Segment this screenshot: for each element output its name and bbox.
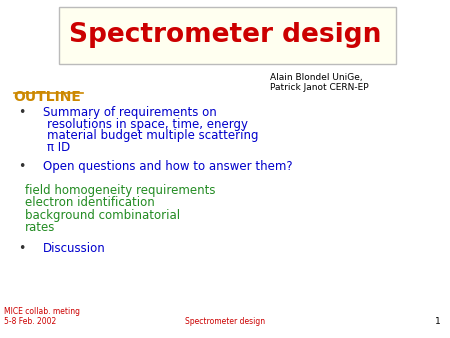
Text: material budget multiple scattering: material budget multiple scattering [47,129,259,142]
Text: Spectrometer design: Spectrometer design [185,317,265,326]
Text: MICE collab. meting
5-8 Feb. 2002: MICE collab. meting 5-8 Feb. 2002 [4,307,81,326]
Text: rates: rates [25,221,55,234]
Text: •: • [18,242,25,255]
Text: 1: 1 [435,317,441,326]
Text: π ID: π ID [47,141,71,153]
Text: Spectrometer design: Spectrometer design [69,23,381,48]
FancyBboxPatch shape [58,7,396,64]
Text: OUTLINE: OUTLINE [14,90,81,103]
Text: •: • [18,160,25,173]
Text: electron identification: electron identification [25,196,154,209]
Text: Alain Blondel UniGe,
Patrick Janot CERN-EP: Alain Blondel UniGe, Patrick Janot CERN-… [270,73,369,92]
Text: background combinatorial: background combinatorial [25,209,180,221]
Text: resolutions in space, time, energy: resolutions in space, time, energy [47,118,248,130]
Text: field homogeneity requirements: field homogeneity requirements [25,184,215,197]
Text: Open questions and how to answer them?: Open questions and how to answer them? [43,160,292,173]
Text: Discussion: Discussion [43,242,105,255]
Text: Summary of requirements on: Summary of requirements on [43,106,216,119]
Text: •: • [18,106,25,119]
